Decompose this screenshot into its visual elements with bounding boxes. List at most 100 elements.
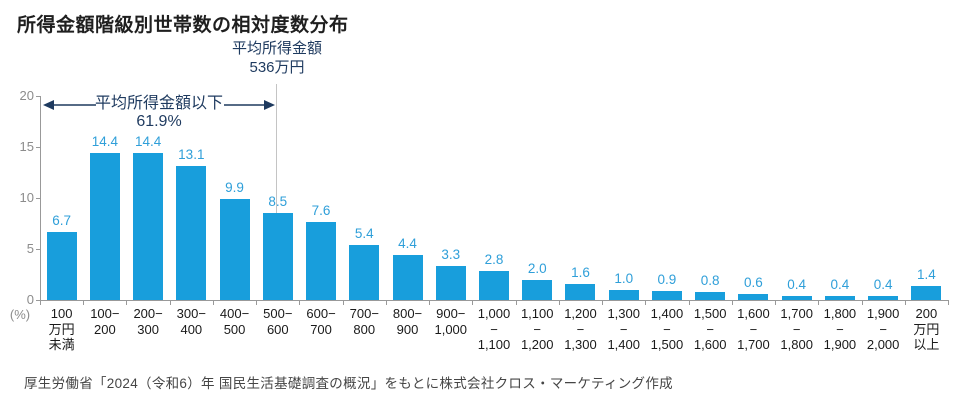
y-tick-label: 5 (26, 241, 34, 256)
x-category-label: 1,000 − 1,100 (477, 306, 511, 352)
x-category-label: 800− 900 (392, 306, 423, 337)
y-tick-mark (36, 147, 41, 148)
source-attribution: 厚生労働省「2024（令和6）年 国民生活基礎調査の概況」をもとに株式会社クロス… (24, 376, 673, 391)
bar (349, 244, 380, 300)
y-tick-mark (36, 249, 41, 250)
bar-value-label: 8.5 (268, 194, 288, 210)
below-mean-percentage: 61.9% (136, 113, 182, 130)
x-category-label: 900− 1,000 (434, 306, 468, 337)
x-category-label: 1,100 − 1,200 (520, 306, 554, 352)
x-tick-mark (558, 300, 560, 305)
x-category-label: 200− 300 (133, 306, 163, 337)
bar-value-label: 0.4 (830, 276, 850, 292)
x-tick-mark (429, 300, 431, 305)
y-tick-label: 20 (19, 88, 34, 103)
y-tick-label: 10 (19, 190, 34, 205)
y-tick-label: 15 (19, 139, 34, 154)
mean-income-annotation: 平均所得金額 536万円 (197, 39, 357, 77)
bar (89, 153, 120, 300)
bar (824, 295, 855, 300)
bar (176, 166, 207, 300)
bar (781, 295, 812, 300)
x-tick-mark (299, 300, 301, 305)
bar (306, 222, 337, 300)
mean-income-value: 536万円 (249, 59, 305, 76)
x-category-label: 300− 400 (176, 306, 206, 337)
bar-value-label: 1.0 (614, 270, 634, 286)
x-category-label: 400− 500 (219, 306, 250, 337)
x-tick-mark (515, 300, 517, 305)
x-tick-mark (688, 300, 690, 305)
bar (565, 283, 596, 300)
bar-value-label: 13.1 (178, 147, 205, 163)
x-category-label: 700− 800 (349, 306, 379, 337)
y-axis-unit-label: (%) (9, 307, 31, 322)
x-category-label: 1,200 − 1,300 (564, 306, 597, 352)
y-tick-mark (36, 96, 41, 97)
bar (651, 290, 682, 300)
bar (695, 291, 726, 300)
bar-value-label: 7.6 (311, 203, 331, 219)
y-tick-label: 0 (26, 292, 34, 307)
bar-value-label: 1.6 (571, 264, 590, 280)
below-mean-range-arrow (43, 100, 275, 110)
x-category-label: 200 万円 以上 (913, 306, 940, 352)
bar-value-label: 2.8 (484, 252, 504, 268)
bar (46, 231, 77, 300)
x-tick-mark (169, 300, 171, 305)
x-category-label: 100− 200 (90, 306, 120, 337)
x-tick-mark (83, 300, 85, 305)
mean-income-label: 平均所得金額 (231, 40, 322, 57)
bar (133, 153, 164, 300)
y-tick-mark (36, 198, 41, 199)
bar-value-label: 0.4 (873, 276, 893, 292)
x-category-label: 1,900 − 2,000 (866, 306, 900, 352)
x-tick-mark (342, 300, 344, 305)
bar (608, 289, 639, 300)
x-tick-mark (861, 300, 863, 305)
chart-title: 所得金額階級別世帯数の相対度数分布 (17, 15, 349, 36)
x-category-label: 500− 600 (263, 306, 293, 337)
bar (522, 279, 553, 300)
x-tick-mark (602, 300, 604, 305)
x-tick-mark (904, 300, 906, 305)
x-tick-mark (212, 300, 214, 305)
bar (435, 266, 466, 300)
bar-value-label: 1.4 (916, 266, 936, 282)
bar-value-label: 9.9 (225, 180, 244, 196)
bar (868, 295, 899, 300)
x-tick-mark (256, 300, 258, 305)
x-tick-mark (775, 300, 777, 305)
x-tick-mark (645, 300, 647, 305)
bar (219, 199, 250, 300)
x-category-label: 1,600 − 1,700 (737, 306, 770, 352)
x-category-label: 1,500 − 1,600 (693, 306, 727, 352)
bar-value-label: 0.8 (700, 272, 720, 288)
y-tick-mark (36, 300, 41, 301)
bar-value-label: 0.4 (787, 276, 807, 292)
bar-value-label: 3.3 (441, 247, 461, 263)
bar-value-label: 2.0 (527, 260, 547, 276)
x-tick-mark (818, 300, 820, 305)
bar-value-label: 5.4 (354, 225, 374, 241)
bar-value-label: 0.9 (657, 271, 677, 287)
x-tick-mark (731, 300, 733, 305)
x-axis-line (40, 300, 948, 301)
below-mean-label: 平均所得金額以下 (94, 95, 223, 112)
bar (262, 213, 293, 300)
bar-value-label: 14.4 (134, 134, 162, 150)
x-tick-mark (472, 300, 474, 305)
bar (911, 285, 942, 300)
x-tick-mark (385, 300, 387, 305)
x-category-label: 1,800 − 1,900 (823, 306, 857, 352)
bar-value-label: 6.7 (52, 212, 71, 228)
x-category-label: 1,400 − 1,500 (650, 306, 684, 352)
x-category-label: 600− 700 (306, 306, 336, 337)
bar-value-label: 4.4 (398, 236, 417, 252)
bar-value-label: 14.4 (91, 134, 118, 150)
mean-income-vertical-line (276, 84, 277, 300)
x-category-label: 1,700 − 1,800 (780, 306, 813, 352)
bar (738, 293, 769, 300)
x-tick-mark (948, 300, 949, 305)
bar (479, 271, 509, 300)
